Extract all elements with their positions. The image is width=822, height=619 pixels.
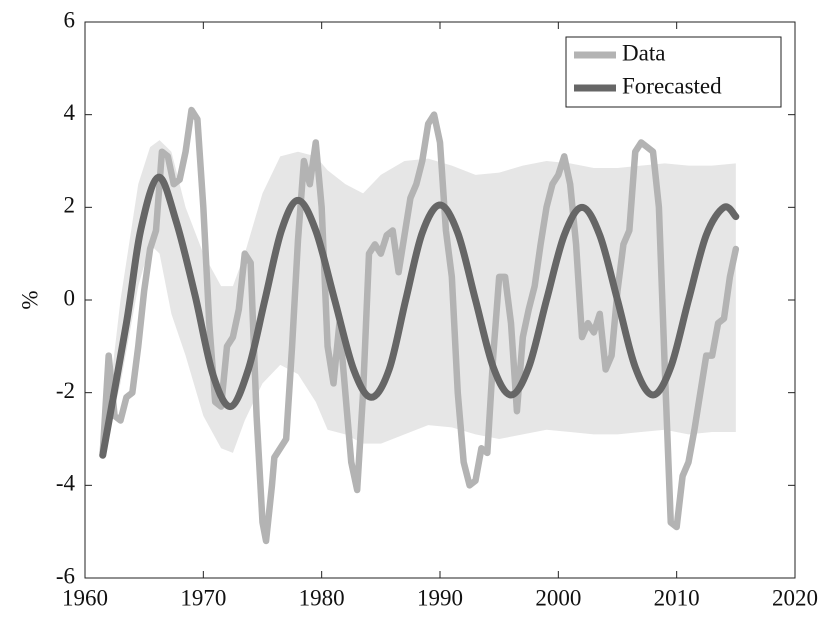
x-tick-label: 1960	[62, 585, 108, 610]
series-line	[99, 173, 740, 459]
x-tick-label: 2000	[535, 585, 581, 610]
x-tick-label: 1990	[417, 585, 463, 610]
y-tick-label: 2	[64, 193, 76, 218]
x-tick-label: 1980	[299, 585, 345, 610]
x-tick-label: 2010	[654, 585, 700, 610]
x-tick-label: 2020	[772, 585, 818, 610]
y-tick-label: -6	[56, 563, 75, 588]
y-axis-label: %	[17, 290, 42, 309]
y-tick-label: 6	[64, 7, 76, 32]
y-tick-label: 4	[64, 100, 76, 125]
series-line	[99, 106, 740, 545]
confidence-band	[102, 140, 736, 458]
y-tick-label: -4	[56, 471, 76, 496]
legend-label: Data	[622, 40, 665, 65]
legend-box	[565, 36, 782, 108]
y-tick-label: -2	[56, 378, 75, 403]
legend-label: Forecasted	[622, 73, 722, 98]
x-tick-label: 1970	[180, 585, 226, 610]
y-tick-label: 0	[64, 285, 76, 310]
